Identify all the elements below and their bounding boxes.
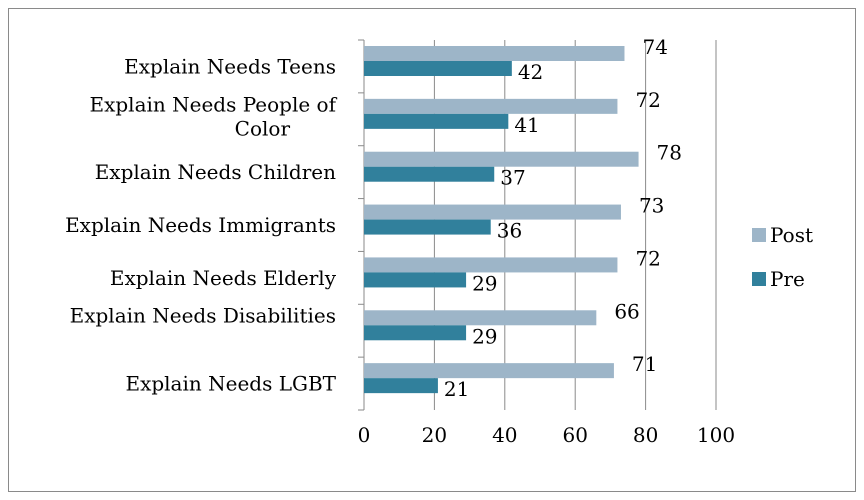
post-data-label: 73 xyxy=(639,194,664,218)
post-bar xyxy=(364,257,618,273)
pre-bar xyxy=(364,113,509,129)
category-label: Explain Needs Disabilities xyxy=(70,304,336,328)
post-bar xyxy=(364,363,614,379)
pre-data-label: 21 xyxy=(444,377,469,401)
category-label: Explain Needs Teens xyxy=(124,54,336,78)
category-label: Explain Needs LGBT xyxy=(125,372,336,396)
pre-bar xyxy=(364,219,491,235)
x-tick-label: 20 xyxy=(422,423,447,447)
chart-frame xyxy=(8,8,856,492)
pre-bar xyxy=(364,325,467,341)
legend-swatch xyxy=(752,272,766,286)
post-data-label: 72 xyxy=(635,246,660,270)
legend-swatch xyxy=(752,228,766,242)
category-label: Explain Needs Immigrants xyxy=(65,213,336,237)
pre-data-label: 29 xyxy=(472,271,497,295)
category-label: Explain Needs Elderly xyxy=(110,266,337,290)
x-tick-label: 60 xyxy=(562,423,587,447)
pre-bar xyxy=(364,61,512,76)
pre-data-label: 36 xyxy=(497,219,522,243)
legend-label: Post xyxy=(770,223,813,247)
pre-data-label: 37 xyxy=(500,166,525,190)
post-bar xyxy=(364,46,625,61)
category-label: Explain Needs People of Color xyxy=(89,92,337,140)
pre-data-label: 42 xyxy=(518,60,543,84)
post-bar xyxy=(364,310,597,326)
pre-bar xyxy=(364,378,438,394)
post-data-label: 71 xyxy=(632,352,657,376)
x-tick-label: 40 xyxy=(492,423,517,447)
post-data-label: 66 xyxy=(614,299,639,323)
post-data-label: 74 xyxy=(642,35,667,59)
pre-bar xyxy=(364,272,467,288)
pre-bar xyxy=(364,166,495,182)
post-data-label: 78 xyxy=(657,141,682,165)
post-bar xyxy=(364,98,618,114)
x-tick-label: 0 xyxy=(358,423,371,447)
post-bar xyxy=(364,151,639,167)
post-bar xyxy=(364,204,621,220)
x-tick-label: 80 xyxy=(633,423,658,447)
pre-data-label: 29 xyxy=(472,324,497,348)
pre-data-label: 41 xyxy=(514,113,539,137)
category-label: Explain Needs Children xyxy=(95,160,336,184)
post-data-label: 72 xyxy=(635,88,660,112)
legend-label: Pre xyxy=(770,267,805,291)
x-tick-label: 100 xyxy=(697,423,735,447)
